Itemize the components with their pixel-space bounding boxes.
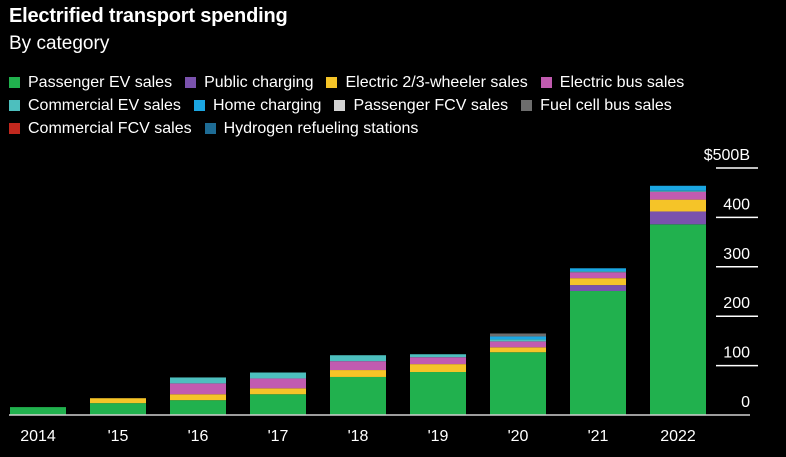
x-tick-label: '16: [188, 428, 209, 445]
bar-segment-passenger-ev-sales: [410, 372, 466, 415]
legend-label: Electric bus sales: [559, 73, 685, 91]
legend-item-commercial-ev-sales: Commercial EV sales: [9, 97, 181, 115]
bar-segment-fuel-cell-bus-sales: [490, 333, 546, 337]
bar-segment-commercial-ev-sales: [410, 354, 466, 358]
x-tick-label: 2014: [20, 428, 56, 445]
legend-item-fuel-cell-bus-sales: Fuel cell bus sales: [521, 97, 672, 115]
legend-label: Home charging: [212, 96, 322, 114]
bar-segment-passenger-ev-sales: [570, 291, 626, 415]
bar-segment-home-charging: [650, 185, 706, 191]
x-tick-label: 2022: [660, 428, 696, 445]
bar-segment-electric-bus-sales: [330, 361, 386, 371]
bar-segment-passenger-ev-sales: [250, 394, 306, 415]
legend-item-passenger-fcv-sales: Passenger FCV sales: [334, 97, 508, 115]
legend-row: Commercial FCV sales Hydrogen refueling s…: [9, 117, 779, 140]
chart-title: Electrified transport spending: [9, 5, 288, 27]
legend-swatch: [193, 100, 205, 111]
legend-label: Public charging: [204, 73, 314, 91]
legend-item-passenger-ev-sales: Passenger EV sales: [9, 74, 172, 92]
legend-row: Passenger EV sales Public charging Electri…: [9, 71, 779, 94]
bar-segment-commercial-ev-sales: [570, 271, 626, 273]
bar-segment-passenger-ev-sales: [650, 224, 706, 415]
legend-swatch: [185, 77, 197, 88]
bar-segment-electric-2-3-wheeler-sales: [90, 398, 146, 404]
legend-item-public-charging: Public charging: [185, 74, 313, 92]
y-tick-label: 100: [723, 345, 750, 362]
bar-segment-home-charging: [570, 268, 626, 272]
y-tick-label: 200: [723, 295, 750, 312]
bar-segment-public-charging: [570, 285, 626, 292]
bar-segment-electric-2-3-wheeler-sales: [570, 278, 626, 286]
legend-item-electric-2-3-wheeler-sales: Electric 2/3-wheeler sales: [326, 73, 528, 92]
legend-swatch: [326, 77, 338, 88]
bar-segment-electric-2-3-wheeler-sales: [490, 347, 546, 353]
bar-segment-electric-2-3-wheeler-sales: [330, 370, 386, 377]
bar-segment-electric-2-3-wheeler-sales: [170, 394, 226, 401]
bar-segment-electric-2-3-wheeler-sales: [250, 388, 306, 395]
legend-item-home-charging: Home charging: [193, 96, 322, 115]
bar-segment-commercial-ev-sales: [490, 339, 546, 342]
x-tick-label: '21: [588, 428, 609, 445]
bar-segment-electric-2-3-wheeler-sales: [650, 199, 706, 212]
legend-label: Hydrogen refueling stations: [223, 119, 419, 137]
bar-segment-commercial-ev-sales: [330, 355, 386, 362]
y-tick-label: $500B: [704, 147, 750, 164]
legend: Passenger EV sales Public charging Electri…: [9, 71, 779, 140]
bar-segment-passenger-ev-sales: [10, 407, 66, 415]
legend-swatch: [334, 100, 346, 111]
bar-segment-electric-bus-sales: [650, 191, 706, 200]
legend-swatch: [9, 77, 20, 88]
legend-label: Passenger FCV sales: [353, 96, 509, 114]
bar-segment-electric-bus-sales: [570, 272, 626, 279]
legend-swatch: [204, 123, 216, 134]
bar-segment-commercial-ev-sales: [650, 190, 706, 192]
legend-item-commercial-fcv-sales: Commercial FCV sales: [9, 120, 192, 138]
x-tick-label: '19: [428, 428, 449, 445]
x-tick-label: '18: [348, 428, 369, 445]
legend-label: Commercial FCV sales: [28, 119, 192, 137]
bar-segment-electric-bus-sales: [170, 383, 226, 395]
bar-segment-electric-2-3-wheeler-sales: [410, 364, 466, 373]
bar-segment-commercial-ev-sales: [170, 377, 226, 384]
legend-item-electric-bus-sales: Electric bus sales: [540, 73, 685, 92]
bar-segment-electric-bus-sales: [490, 341, 546, 348]
bar-segment-home-charging: [490, 336, 546, 340]
legend-swatch: [521, 100, 533, 111]
bar-segment-passenger-ev-sales: [170, 400, 226, 415]
bar-segment-passenger-ev-sales: [90, 403, 146, 415]
bar-segment-public-charging: [650, 211, 706, 225]
legend-swatch: [9, 123, 20, 134]
y-tick-label: 300: [723, 246, 750, 263]
chart-subtitle: By category: [9, 33, 110, 54]
legend-label: Electric 2/3-wheeler sales: [345, 73, 528, 91]
legend-item-hydrogen-refueling-stations: Hydrogen refueling stations: [204, 119, 419, 138]
y-tick-label: 400: [723, 196, 750, 213]
legend-swatch: [540, 77, 552, 88]
legend-label: Fuel cell bus sales: [540, 96, 672, 114]
legend-label: Commercial EV sales: [28, 96, 181, 114]
bar-segment-electric-bus-sales: [410, 357, 466, 365]
y-tick-label: 0: [741, 394, 750, 411]
legend-row: Commercial EV sales Home charging Passenge…: [9, 94, 779, 117]
bar-segment-commercial-ev-sales: [250, 372, 306, 379]
x-tick-label: '15: [108, 428, 129, 445]
bar-segment-passenger-ev-sales: [330, 376, 386, 415]
legend-label: Passenger EV sales: [28, 73, 173, 91]
x-tick-label: '17: [268, 428, 289, 445]
bar-segment-passenger-ev-sales: [490, 352, 546, 415]
bar-segment-electric-bus-sales: [250, 378, 306, 389]
x-tick-label: '20: [508, 428, 529, 445]
legend-swatch: [9, 100, 20, 111]
